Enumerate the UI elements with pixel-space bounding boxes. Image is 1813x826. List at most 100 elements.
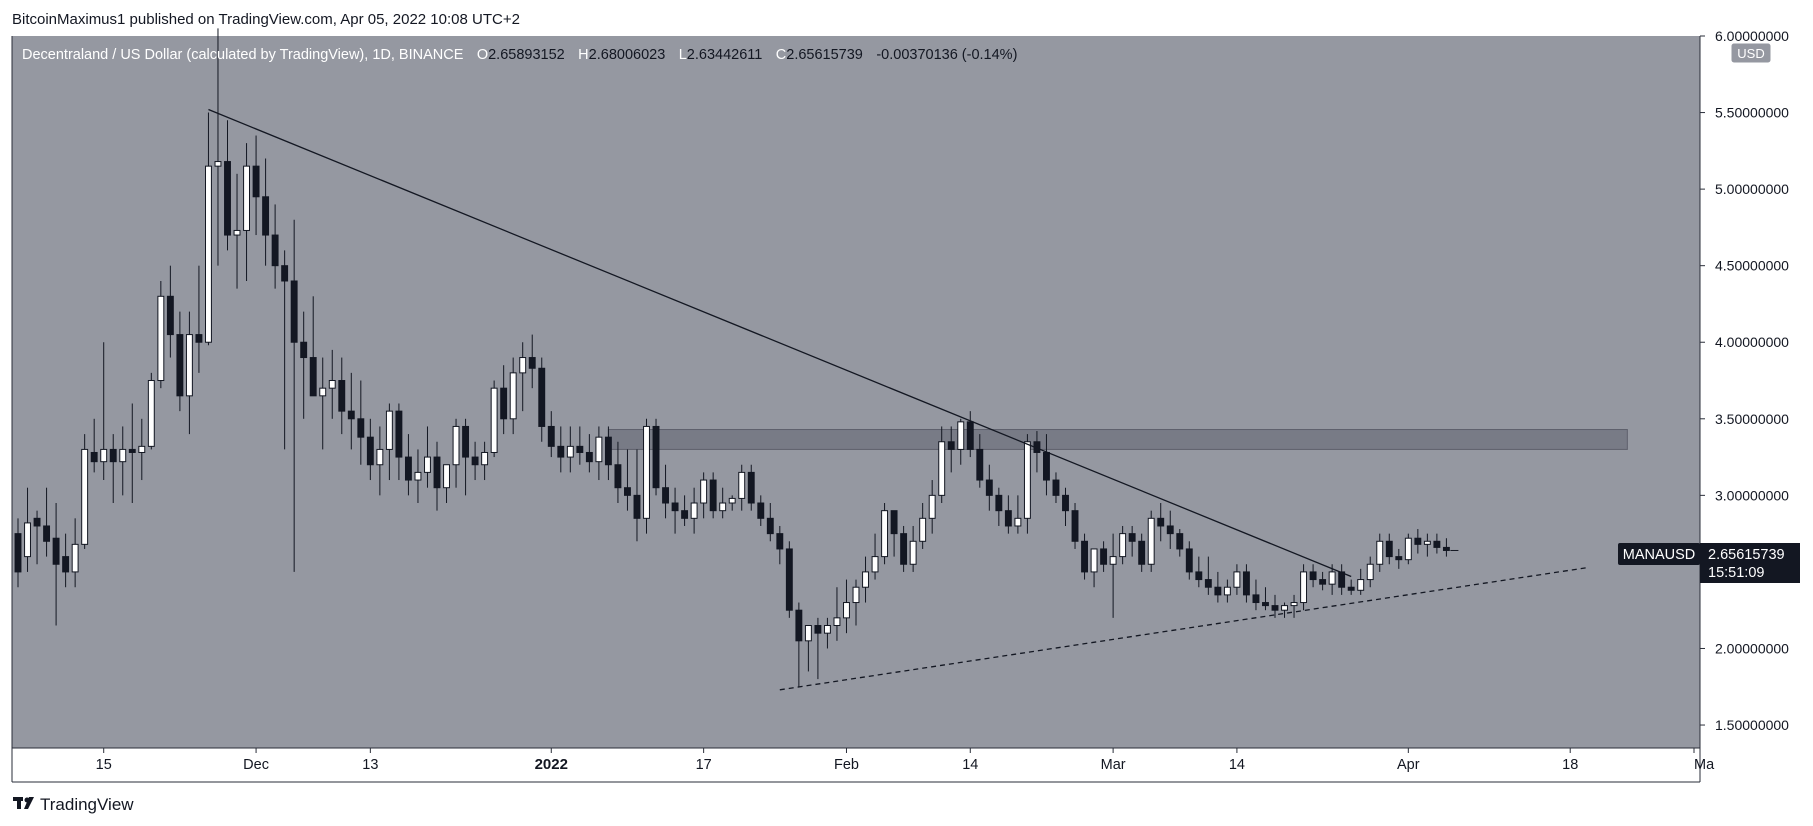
candle-body — [766, 517, 774, 535]
candle-body — [957, 421, 965, 450]
candle — [243, 143, 250, 281]
candle-body — [1357, 579, 1365, 591]
candle-body — [1014, 517, 1022, 527]
candle-body — [33, 517, 41, 527]
candle — [890, 510, 898, 557]
candle — [90, 418, 98, 473]
candle-body — [414, 471, 422, 481]
symbol-badge[interactable]: MANAUSD — [1618, 543, 1700, 565]
candle — [290, 219, 298, 572]
candle-body — [404, 456, 412, 481]
candle-body — [595, 436, 603, 463]
candle — [62, 533, 70, 588]
candle — [414, 449, 422, 504]
candle-body — [490, 387, 498, 453]
candle-body — [424, 456, 431, 473]
candle-body — [852, 586, 860, 604]
candle — [328, 349, 336, 419]
candle — [728, 495, 736, 511]
candle-body — [652, 425, 660, 489]
candle-body — [1376, 540, 1384, 565]
candle-body — [90, 451, 98, 463]
candle — [785, 541, 793, 618]
candle-body — [1062, 494, 1069, 512]
candle-body — [833, 617, 841, 627]
candle — [462, 418, 470, 496]
candle — [1423, 533, 1431, 557]
candle-body — [1100, 548, 1108, 565]
candle — [576, 426, 584, 465]
candle — [357, 380, 365, 465]
candle — [281, 250, 289, 450]
candle-body — [1366, 563, 1374, 581]
candle — [109, 434, 117, 504]
plot-area[interactable] — [12, 36, 1700, 748]
candle-body — [376, 448, 384, 466]
candle — [1404, 533, 1412, 565]
candle-body — [785, 548, 793, 611]
candle — [52, 503, 60, 626]
candle-body — [747, 471, 755, 504]
candle-body — [366, 436, 374, 466]
candle-body — [900, 533, 908, 565]
candle — [1281, 602, 1288, 618]
candle — [1004, 495, 1012, 534]
candle-body — [214, 161, 222, 167]
candle — [1023, 434, 1031, 534]
candle-body — [1052, 479, 1060, 496]
candle — [309, 296, 317, 397]
candle — [595, 426, 603, 481]
candle-body — [509, 372, 517, 420]
ascending-support-line[interactable] — [779, 566, 1590, 691]
candle — [690, 487, 698, 534]
candle-body — [604, 436, 612, 466]
candle — [1242, 564, 1250, 603]
candle-body — [709, 479, 717, 512]
candle-body — [395, 410, 403, 458]
candle-body — [1223, 586, 1231, 596]
x-tick-label: 15 — [96, 757, 112, 773]
candle-body — [928, 494, 936, 519]
candle — [1090, 548, 1098, 588]
candle-body — [452, 425, 460, 466]
tradingview-logo[interactable]: TradingView — [13, 795, 134, 814]
candle — [1185, 541, 1193, 580]
candle-body — [1147, 517, 1155, 565]
candle — [566, 426, 574, 473]
candle — [747, 464, 755, 511]
candle — [252, 135, 260, 236]
candle-body — [1309, 571, 1317, 581]
candle — [947, 426, 955, 473]
candle-body — [719, 502, 727, 512]
candle-body — [71, 543, 79, 573]
candle — [509, 357, 517, 435]
candle — [900, 525, 908, 572]
candle-body — [681, 510, 689, 519]
candle — [795, 602, 803, 687]
candle — [1433, 533, 1441, 554]
candle-body — [81, 448, 89, 545]
candle — [366, 418, 374, 481]
candle-body — [14, 533, 22, 573]
candle-body — [804, 625, 812, 642]
x-tick-label: Mar — [1101, 757, 1126, 773]
candle-body — [1166, 525, 1174, 535]
candle-body — [528, 357, 536, 369]
candle-body — [1300, 571, 1308, 604]
candle — [957, 418, 965, 465]
candle — [719, 487, 727, 519]
candle-body — [862, 571, 869, 588]
candle-body — [1185, 548, 1193, 573]
candle-body — [319, 387, 327, 397]
candle-body — [995, 494, 1003, 512]
price-badge: 2.65615739 15:51:09 — [1700, 543, 1800, 583]
candle — [1138, 533, 1146, 572]
attribution: BitcoinMaximus1 published on TradingView… — [12, 11, 520, 28]
candle — [71, 518, 79, 588]
candle — [909, 525, 917, 572]
descending-trendline[interactable] — [208, 108, 1352, 578]
candle-body — [1414, 537, 1422, 545]
candle — [1357, 568, 1365, 595]
candle-body — [728, 497, 736, 504]
